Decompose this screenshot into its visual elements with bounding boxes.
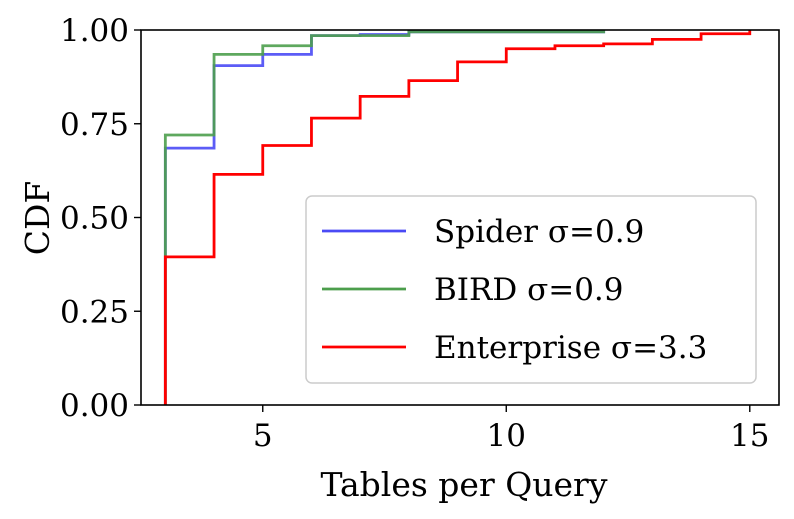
- legend-label: BIRD σ=0.9: [434, 272, 624, 308]
- y-tick-label: 1.00: [60, 13, 129, 49]
- plot-frame: [140, 29, 780, 406]
- x-axis-label: Tables per Query: [321, 465, 608, 504]
- y-tick-label: 0.75: [60, 107, 129, 143]
- legend-label: Spider σ=0.9: [434, 214, 644, 250]
- x-tick-label: 15: [730, 418, 769, 454]
- y-tick-label: 0.50: [60, 201, 129, 237]
- series-lines: [163, 30, 752, 405]
- series-line-2: [163, 30, 752, 405]
- x-tick-label: 5: [253, 418, 273, 454]
- x-tick-label: 10: [487, 418, 526, 454]
- plot-area: [140, 29, 780, 406]
- y-tick-label: 0.25: [60, 294, 129, 330]
- legend-label: Enterprise σ=3.3: [434, 330, 707, 366]
- series-line-1: [163, 30, 606, 405]
- legend-box: [305, 195, 757, 384]
- y-axis-label: CDF: [18, 181, 57, 256]
- legend: Spider σ=0.9 BIRD σ=0.9 Enterprise σ=3.3: [305, 195, 757, 384]
- y-tick-label: 0.00: [60, 388, 129, 424]
- axis-ticks: 5 10 15 0.00 0.25 0.50 0.75 1.00: [60, 13, 770, 454]
